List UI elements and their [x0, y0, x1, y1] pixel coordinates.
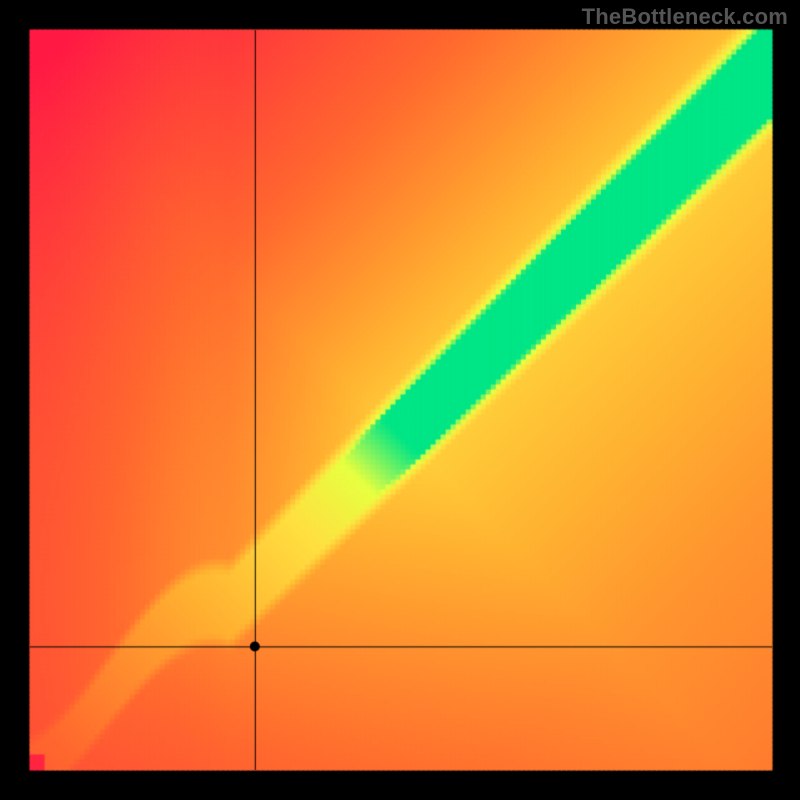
bottleneck-heatmap-canvas: [0, 0, 800, 800]
watermark-text: TheBottleneck.com: [582, 4, 788, 30]
chart-container: TheBottleneck.com: [0, 0, 800, 800]
